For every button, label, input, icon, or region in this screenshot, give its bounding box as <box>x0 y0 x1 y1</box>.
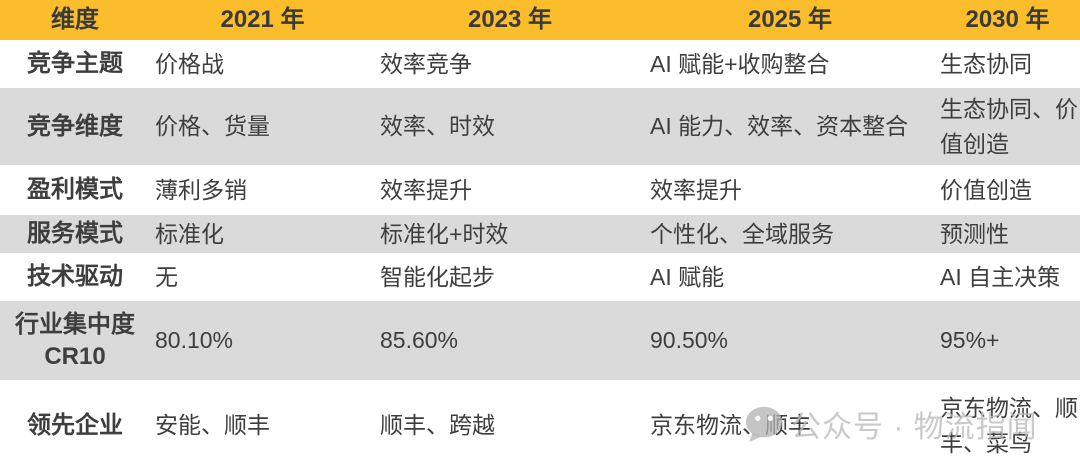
table-cell: 生态协同、价值创造 <box>940 96 1078 157</box>
table-cell: 85.60% <box>380 327 459 354</box>
row-label: 技术驱动 <box>27 263 123 291</box>
table-cell: 效率、时效 <box>380 113 495 140</box>
table-cell: 80.10% <box>155 327 234 354</box>
column-header-dimension: 维度 <box>51 6 99 33</box>
column-header-2030: 2030 年 <box>965 6 1050 33</box>
table-cell: 标准化 <box>155 220 224 247</box>
table-cell: 效率提升 <box>650 176 742 203</box>
table-cell: 标准化+时效 <box>380 220 509 247</box>
table-cell: 顺丰、跨越 <box>380 412 495 439</box>
table-row: 服务模式 标准化 标准化+时效 个性化、全域服务 预测性 <box>0 215 1080 253</box>
row-label: 行业集中度 CR10 <box>15 311 135 370</box>
table-row: 盈利模式 薄利多销 效率提升 效率提升 价值创造 <box>0 167 1080 213</box>
table-cell: AI 赋能+收购整合 <box>650 50 830 77</box>
table-cell: 薄利多销 <box>155 176 247 203</box>
table-cell: 价格战 <box>155 50 224 77</box>
table-header-row: 维度 2021 年 2023 年 2025 年 2030 年 <box>0 0 1080 40</box>
table-row: 行业集中度 CR10 80.10% 85.60% 90.50% 95%+ <box>0 301 1080 380</box>
row-label: 服务模式 <box>27 220 123 248</box>
column-header-2025: 2025 年 <box>747 6 833 33</box>
row-label: 竞争主题 <box>27 50 123 78</box>
table-cell: 效率提升 <box>380 176 472 203</box>
table-cell: 京东物流、顺丰、菜鸟 <box>940 395 1078 456</box>
table-row: 技术驱动 无 智能化起步 AI 赋能 AI 自主决策 <box>0 255 1080 299</box>
table-row: 竞争维度 价格、货量 效率、时效 AI 能力、效率、资本整合 生态协同、价值创造 <box>0 88 1080 165</box>
row-label: 领先企业 <box>27 411 123 439</box>
table-cell: 效率竞争 <box>380 50 472 77</box>
table-cell: 价值创造 <box>940 176 1032 203</box>
table-cell: AI 赋能 <box>650 263 725 290</box>
table-cell: 安能、顺丰 <box>155 412 270 439</box>
row-label: 竞争维度 <box>27 112 123 140</box>
table-row: 领先企业 安能、顺丰 顺丰、跨越 京东物流、顺丰 京东物流、顺丰、菜鸟 <box>0 382 1080 469</box>
table-cell: 无 <box>155 263 178 290</box>
table-cell: 生态协同 <box>940 50 1032 77</box>
table-cell: 京东物流、顺丰 <box>650 412 811 439</box>
table-cell: 价格、货量 <box>155 113 270 140</box>
column-header-2021: 2021 年 <box>220 6 305 33</box>
table-cell: 预测性 <box>940 220 1009 247</box>
table-cell: 95%+ <box>940 327 1000 354</box>
table-cell: 90.50% <box>650 327 729 354</box>
table-cell: AI 能力、效率、资本整合 <box>650 113 909 140</box>
table-cell: 个性化、全域服务 <box>650 220 834 247</box>
table-cell: AI 自主决策 <box>940 263 1061 290</box>
column-header-2023: 2023 年 <box>467 6 553 33</box>
table-row: 竞争主题 价格战 效率竞争 AI 赋能+收购整合 生态协同 <box>0 42 1080 86</box>
row-label: 盈利模式 <box>27 176 123 204</box>
table-cell: 智能化起步 <box>380 263 495 290</box>
